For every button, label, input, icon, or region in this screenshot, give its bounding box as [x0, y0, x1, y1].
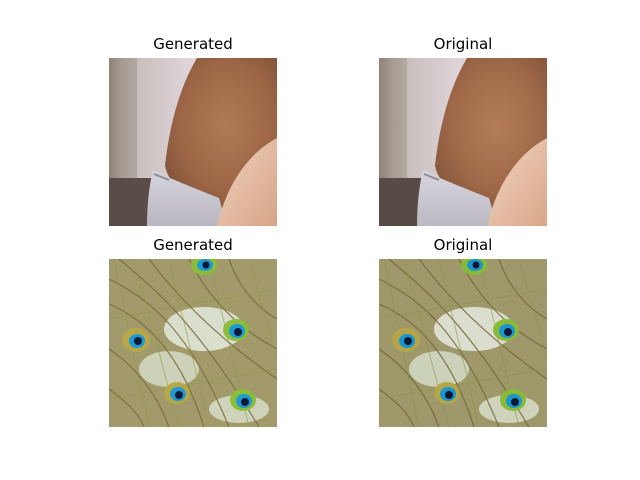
panel-title-generated-2: Generated	[153, 236, 233, 254]
generated-peacock-image	[109, 259, 277, 427]
panel-title-generated-1: Generated	[153, 35, 233, 53]
original-peacock-image	[379, 259, 547, 427]
panel-title-original-2: Original	[433, 236, 493, 254]
original-skin-image	[379, 58, 547, 226]
generated-skin-image	[109, 58, 277, 226]
panel-title-original-1: Original	[433, 35, 493, 53]
